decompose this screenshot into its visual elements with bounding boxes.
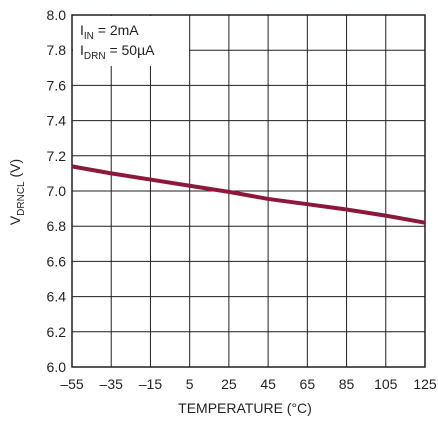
y-tick-label: 6.6 <box>47 253 67 269</box>
y-tick-label: 8.0 <box>47 7 67 23</box>
annotation-line-2: IDRN = 50µA <box>80 42 155 62</box>
x-tick-label: 45 <box>260 376 276 392</box>
x-tick-label: 105 <box>374 376 398 392</box>
annotation-box: IIN = 2mA IDRN = 50µA <box>73 16 189 66</box>
x-tick-labels: –55 –35 –15 5 25 45 65 85 105 125 <box>60 376 437 392</box>
series-layer <box>71 164 426 225</box>
x-tick-label: 25 <box>221 376 237 392</box>
annotation-line-1: IIN = 2mA <box>80 22 139 42</box>
y-tick-label: 7.6 <box>47 77 67 93</box>
y-tick-label: 6.4 <box>47 289 67 305</box>
x-tick-label: 65 <box>300 376 316 392</box>
x-tick-label: 125 <box>413 376 437 392</box>
series-line-0 <box>71 164 426 225</box>
x-tick-label: 5 <box>186 376 194 392</box>
plot-frame <box>71 14 426 368</box>
x-tick-label: –55 <box>60 376 84 392</box>
y-tick-labels: 6.0 6.2 6.4 6.6 6.8 7.0 7.2 7.4 7.6 7.8 8.0 <box>47 7 67 375</box>
y-tick-label: 6.0 <box>47 359 67 375</box>
y-tick-label: 7.2 <box>47 148 67 164</box>
x-tick-label: 85 <box>339 376 355 392</box>
grid <box>71 14 426 368</box>
y-tick-label: 7.4 <box>47 113 67 129</box>
y-tick-label: 7.8 <box>47 42 67 58</box>
y-tick-label: 7.0 <box>47 183 67 199</box>
y-tick-label: 6.8 <box>47 218 67 234</box>
x-tick-label: –35 <box>100 376 124 392</box>
y-axis-title: VDRNCL (V) <box>7 159 27 225</box>
annotation-background <box>73 16 189 66</box>
x-tick-label: –15 <box>139 376 163 392</box>
x-axis-title: TEMPERATURE (°C) <box>178 400 312 416</box>
y-tick-label: 6.2 <box>47 324 67 340</box>
